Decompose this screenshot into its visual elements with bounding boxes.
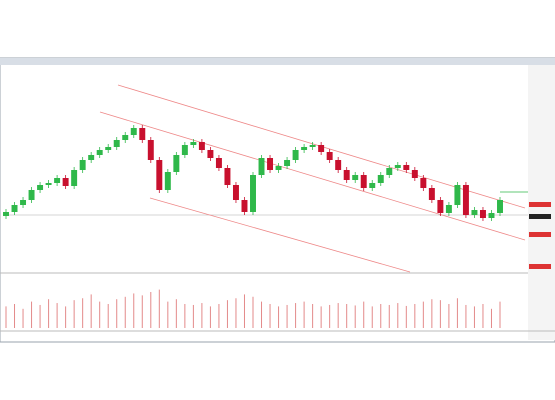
candle-body	[258, 158, 265, 175]
candle-body	[488, 213, 495, 218]
candle-body	[232, 185, 239, 200]
candle-body	[309, 145, 316, 147]
candle-body	[445, 205, 452, 213]
candle-body	[198, 142, 205, 150]
candle-body	[352, 175, 359, 180]
candle-body	[88, 155, 95, 160]
candle-body	[139, 128, 146, 140]
candle-body	[164, 172, 171, 190]
candle-body	[181, 145, 188, 155]
candle-body	[241, 200, 248, 212]
price-tag	[529, 264, 551, 269]
candle-body	[479, 210, 486, 218]
candle-body	[62, 178, 69, 186]
candle-body	[497, 200, 503, 213]
price-tag	[529, 232, 551, 237]
candle-body	[54, 178, 61, 183]
candle-body	[113, 140, 120, 147]
candle-body	[284, 160, 291, 166]
candle-body	[20, 200, 27, 205]
candle-body	[386, 168, 393, 175]
channel-line	[99, 111, 526, 241]
candle-body	[411, 170, 418, 178]
candle-body	[215, 158, 222, 168]
price-tag	[529, 202, 551, 207]
candle-body	[37, 185, 44, 190]
candle-body	[437, 200, 444, 213]
candle-body	[45, 183, 52, 185]
plot	[3, 125, 503, 328]
last-price-tag	[529, 214, 551, 219]
candle-body	[96, 150, 103, 155]
candle-body	[250, 175, 256, 212]
candle-body	[207, 150, 214, 158]
candle-body	[454, 185, 461, 205]
candle-body	[369, 183, 376, 188]
candle-body	[420, 178, 427, 188]
candle-body	[11, 205, 18, 212]
candle-body	[403, 165, 410, 170]
candle-body	[275, 166, 282, 170]
candle-body	[130, 128, 137, 135]
candle-body	[79, 160, 86, 170]
candle-body	[428, 188, 435, 200]
window-frame	[0, 57, 555, 343]
candle-body	[156, 160, 163, 190]
candle-body	[224, 168, 231, 185]
candle-body	[105, 147, 112, 150]
candle-body	[71, 170, 78, 186]
candle-body	[3, 212, 9, 216]
candle-body	[360, 175, 367, 188]
candle-body	[343, 170, 350, 180]
candle-body	[377, 175, 384, 183]
candle-body	[471, 210, 478, 215]
candle-body	[462, 185, 469, 215]
channel-line	[149, 197, 411, 273]
candle-body	[318, 145, 325, 152]
candle-body	[394, 165, 401, 168]
candle-body	[292, 150, 299, 160]
candle-body	[147, 140, 154, 160]
candle-body	[301, 147, 308, 150]
candle-body	[28, 190, 35, 200]
toolbar	[0, 58, 555, 65]
candle-body	[173, 155, 180, 172]
candle-body	[335, 160, 342, 170]
candle-body	[326, 152, 333, 160]
candle-body	[122, 135, 129, 140]
candle-body	[190, 142, 197, 145]
candle-body	[267, 158, 274, 170]
